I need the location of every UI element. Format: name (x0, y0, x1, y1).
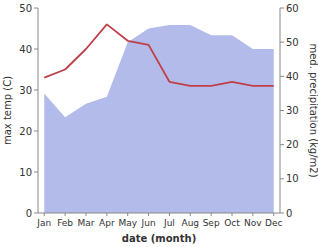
tick (65, 213, 66, 216)
tick-label: Jun (141, 218, 156, 228)
tick-label: Apr (99, 218, 115, 228)
y2-axis-label: med. precipitation (kg/m2) (308, 43, 318, 177)
tick-label: 20 (19, 126, 32, 137)
axes: 0 10 20 30 40 50 0 10 20 30 40 50 60 Jan Feb Mar AprMay J… (19, 3, 298, 229)
x-axis-line (38, 213, 280, 214)
tick (106, 213, 107, 216)
tick (280, 144, 284, 145)
tick-label: 0 (286, 208, 292, 219)
tick (280, 42, 284, 43)
tick-label: 10 (286, 173, 299, 184)
tick (280, 213, 284, 214)
area (44, 25, 273, 213)
tick (280, 178, 284, 179)
tick (252, 213, 253, 216)
tick (232, 213, 233, 216)
tick (190, 213, 191, 216)
y-axis-label: max temp (C) (2, 76, 13, 145)
tick (34, 131, 38, 132)
tick (280, 8, 284, 9)
x-axis-label: date (month) (122, 233, 196, 244)
tick-label: Sep (203, 218, 220, 228)
tick-label: Aug (182, 218, 200, 228)
tick (280, 76, 284, 77)
y-axis-line (38, 8, 39, 213)
line (44, 24, 273, 86)
tick-label: 20 (286, 139, 299, 150)
tick (34, 213, 38, 214)
tick-label: Dec (265, 218, 282, 228)
tick (280, 110, 284, 111)
tick-label: May (118, 218, 137, 228)
tick (85, 213, 86, 216)
tick-label: 30 (19, 85, 32, 96)
tick-label: 60 (286, 3, 299, 14)
tick-label: 10 (19, 167, 32, 178)
tick-label: 0 (26, 208, 32, 219)
chart: 0 10 20 30 40 50 0 10 20 30 40 50 60 Jan Feb Mar AprMay J… (0, 0, 318, 247)
tick-label: 30 (286, 105, 299, 116)
tick-label: 50 (19, 3, 32, 14)
tick-label: 50 (286, 37, 299, 48)
tick-label: Mar (77, 218, 94, 228)
tick-label: Nov (244, 218, 262, 228)
tick-label: Jul (163, 218, 175, 228)
tick (273, 213, 274, 216)
plot-area (44, 24, 273, 213)
tick (211, 213, 212, 216)
tick-label: Oct (224, 218, 240, 228)
tick-label: 40 (286, 71, 299, 82)
tick (169, 213, 170, 216)
tick-label: Feb (57, 218, 73, 228)
tick (44, 213, 45, 216)
tick-label: 40 (19, 44, 32, 55)
tick-label: Jan (36, 218, 51, 228)
tick (127, 213, 128, 216)
tick (34, 8, 38, 9)
tick (34, 172, 38, 173)
tick (148, 213, 149, 216)
tick (34, 90, 38, 91)
tick (34, 49, 38, 50)
